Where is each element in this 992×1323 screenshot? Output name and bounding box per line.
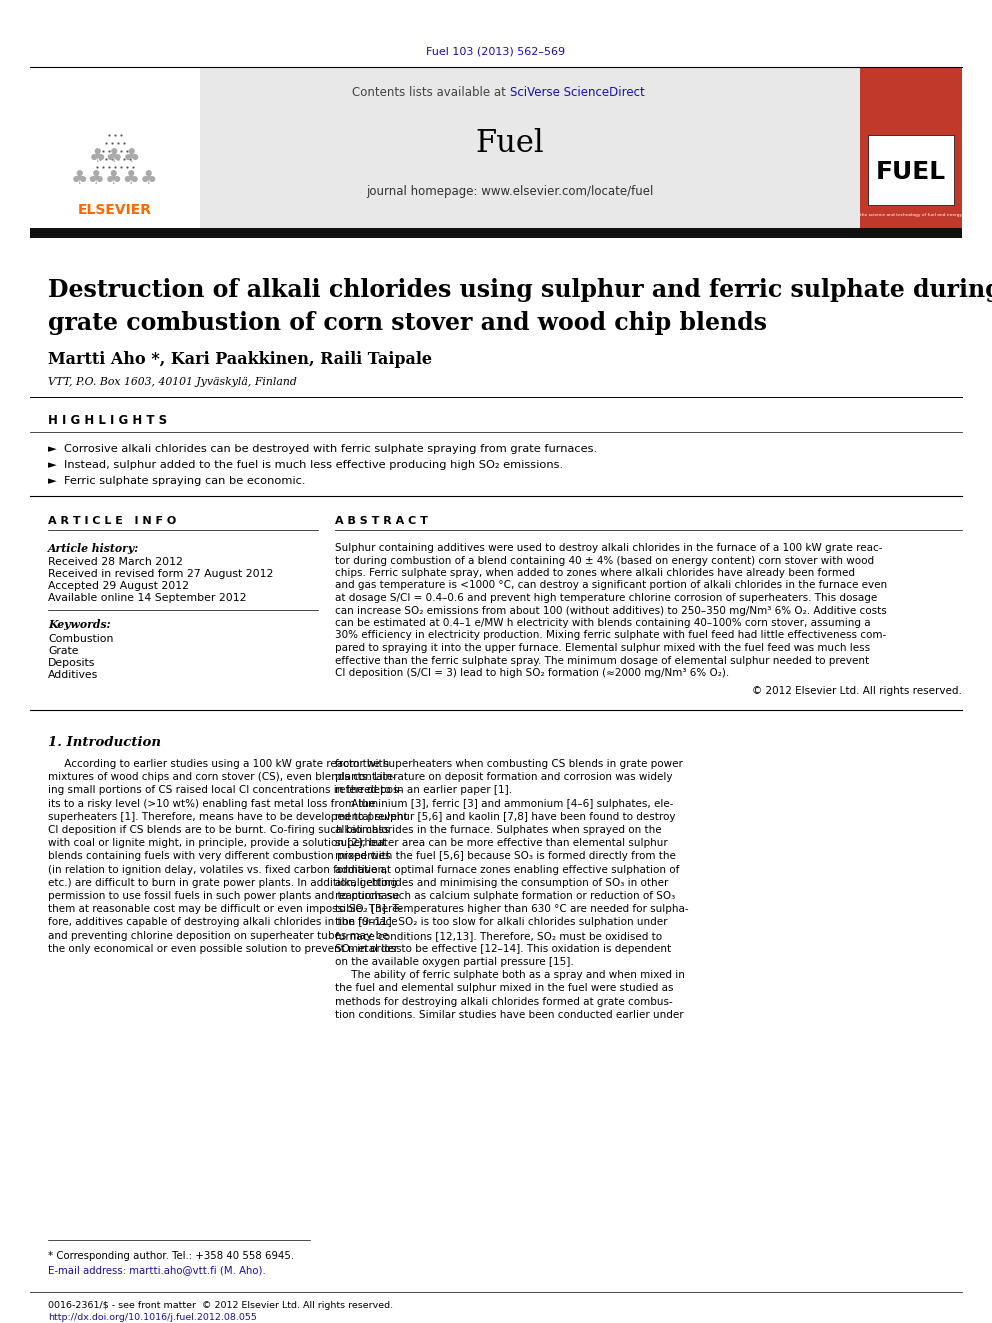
- Text: journal homepage: www.elsevier.com/locate/fuel: journal homepage: www.elsevier.com/locat…: [366, 185, 654, 198]
- Text: from the superheaters when combusting CS blends in grate power: from the superheaters when combusting CS…: [335, 759, 682, 769]
- Text: superheater area can be more effective than elemental sulphur: superheater area can be more effective t…: [335, 839, 668, 848]
- Text: mixtures of wood chips and corn stover (CS), even blends contain-: mixtures of wood chips and corn stover (…: [48, 773, 396, 782]
- Text: Combustion: Combustion: [48, 634, 113, 644]
- Text: Article history:: Article history:: [48, 542, 139, 553]
- Text: methods for destroying alkali chlorides formed at grate combus-: methods for destroying alkali chlorides …: [335, 996, 673, 1007]
- Text: to SO₂ [3]. Temperatures higher than 630 °C are needed for sulpha-: to SO₂ [3]. Temperatures higher than 630…: [335, 904, 688, 914]
- Text: alkali chlorides in the furnace. Sulphates when sprayed on the: alkali chlorides in the furnace. Sulphat…: [335, 826, 662, 835]
- Text: According to earlier studies using a 100 kW grate reactor with: According to earlier studies using a 100…: [48, 759, 389, 769]
- Text: © 2012 Elsevier Ltd. All rights reserved.: © 2012 Elsevier Ltd. All rights reserved…: [752, 687, 962, 696]
- Text: Destruction of alkali chlorides using sulphur and ferric sulphate during: Destruction of alkali chlorides using su…: [48, 278, 992, 302]
- Text: SO₃ in order to be effective [12–14]. This oxidation is dependent: SO₃ in order to be effective [12–14]. Th…: [335, 943, 672, 954]
- Text: and preventing chlorine deposition on superheater tubes may be: and preventing chlorine deposition on su…: [48, 930, 389, 941]
- Text: E-mail address: martti.aho@vtt.fi (M. Aho).: E-mail address: martti.aho@vtt.fi (M. Ah…: [48, 1265, 266, 1275]
- Text: Keywords:: Keywords:: [48, 619, 111, 631]
- Text: ♣♣♣
♣♣♣♣♣: ♣♣♣ ♣♣♣♣♣: [71, 147, 159, 188]
- Text: Additives: Additives: [48, 669, 98, 680]
- Bar: [30, 67, 962, 228]
- Text: Grate: Grate: [48, 646, 78, 656]
- Text: H I G H L I G H T S: H I G H L I G H T S: [48, 414, 167, 427]
- Text: grate combustion of corn stover and wood chip blends: grate combustion of corn stover and wood…: [48, 311, 767, 335]
- Text: Fuel 103 (2013) 562–569: Fuel 103 (2013) 562–569: [427, 48, 565, 57]
- Text: Contents lists available at: Contents lists available at: [352, 86, 510, 98]
- Text: additive at optimal furnace zones enabling effective sulphation of: additive at optimal furnace zones enabli…: [335, 865, 680, 875]
- Text: at dosage S/Cl = 0.4–0.6 and prevent high temperature chlorine corrosion of supe: at dosage S/Cl = 0.4–0.6 and prevent hig…: [335, 593, 877, 603]
- Text: Fuel: Fuel: [476, 127, 545, 159]
- Text: A R T I C L E   I N F O: A R T I C L E I N F O: [48, 516, 177, 527]
- Text: tion conditions. Similar studies have been conducted earlier under: tion conditions. Similar studies have be…: [335, 1009, 683, 1020]
- Text: chips. Ferric sulphate spray, when added to zones where alkali chlorides have al: chips. Ferric sulphate spray, when added…: [335, 568, 855, 578]
- Text: Sulphur containing additives were used to destroy alkali chlorides in the furnac: Sulphur containing additives were used t…: [335, 542, 883, 553]
- Text: effective than the ferric sulphate spray. The minimum dosage of elemental sulphu: effective than the ferric sulphate spray…: [335, 655, 869, 665]
- Text: its to a risky level (>10 wt%) enabling fast metal loss from the: its to a risky level (>10 wt%) enabling …: [48, 799, 375, 808]
- Text: Accepted 29 August 2012: Accepted 29 August 2012: [48, 581, 189, 591]
- Text: http://dx.doi.org/10.1016/j.fuel.2012.08.055: http://dx.doi.org/10.1016/j.fuel.2012.08…: [48, 1314, 257, 1323]
- Text: ►  Instead, sulphur added to the fuel is much less effective producing high SO₂ : ► Instead, sulphur added to the fuel is …: [48, 460, 563, 470]
- Text: ing small portions of CS raised local Cl concentrations in the depos-: ing small portions of CS raised local Cl…: [48, 786, 402, 795]
- Text: 0016-2361/$ - see front matter  © 2012 Elsevier Ltd. All rights reserved.: 0016-2361/$ - see front matter © 2012 El…: [48, 1301, 393, 1310]
- Text: ELSEVIER: ELSEVIER: [78, 202, 152, 217]
- Text: (in relation to ignition delay, volatiles vs. fixed carbon formation,: (in relation to ignition delay, volatile…: [48, 865, 388, 875]
- Bar: [30, 228, 962, 238]
- Text: permission to use fossil fuels in such power plants and to purchase: permission to use fossil fuels in such p…: [48, 890, 399, 901]
- Text: furnace conditions [12,13]. Therefore, SO₂ must be oxidised to: furnace conditions [12,13]. Therefore, S…: [335, 930, 662, 941]
- Text: pared to spraying it into the upper furnace. Elemental sulphur mixed with the fu: pared to spraying it into the upper furn…: [335, 643, 870, 654]
- Text: Cl deposition if CS blends are to be burnt. Co-firing such biomass: Cl deposition if CS blends are to be bur…: [48, 826, 390, 835]
- Text: and gas temperature is <1000 °C, can destroy a significant portion of alkali chl: and gas temperature is <1000 °C, can des…: [335, 581, 887, 590]
- Text: tion [9–11]. SO₂ is too slow for alkali chlorides sulphation under: tion [9–11]. SO₂ is too slow for alkali …: [335, 917, 668, 927]
- Text: ►  Corrosive alkali chlorides can be destroyed with ferric sulphate spraying fro: ► Corrosive alkali chlorides can be dest…: [48, 445, 597, 454]
- Text: with coal or lignite might, in principle, provide a solution [2], but: with coal or lignite might, in principle…: [48, 839, 386, 848]
- Text: A B S T R A C T: A B S T R A C T: [335, 516, 428, 527]
- Text: VTT, P.O. Box 1603, 40101 Jyväskylä, Finland: VTT, P.O. Box 1603, 40101 Jyväskylä, Fin…: [48, 377, 297, 388]
- Text: fore, additives capable of destroying alkali chlorides in the furnace: fore, additives capable of destroying al…: [48, 917, 398, 927]
- Text: Received 28 March 2012: Received 28 March 2012: [48, 557, 183, 568]
- Text: Cl deposition (S/Cl = 3) lead to high SO₂ formation (≈2000 mg/Nm³ 6% O₂).: Cl deposition (S/Cl = 3) lead to high SO…: [335, 668, 729, 677]
- Text: Martti Aho *, Kari Paakkinen, Raili Taipale: Martti Aho *, Kari Paakkinen, Raili Taip…: [48, 352, 432, 369]
- Text: mental sulphur [5,6] and kaolin [7,8] have been found to destroy: mental sulphur [5,6] and kaolin [7,8] ha…: [335, 812, 676, 822]
- Text: mixed with the fuel [5,6] because SO₃ is formed directly from the: mixed with the fuel [5,6] because SO₃ is…: [335, 852, 676, 861]
- Text: The ability of ferric sulphate both as a spray and when mixed in: The ability of ferric sulphate both as a…: [335, 970, 684, 980]
- Text: FUEL: FUEL: [876, 160, 946, 184]
- Text: SciVerse ScienceDirect: SciVerse ScienceDirect: [510, 86, 645, 98]
- Text: 1. Introduction: 1. Introduction: [48, 736, 161, 749]
- Text: referred to in an earlier paper [1].: referred to in an earlier paper [1].: [335, 786, 512, 795]
- Text: plants. Literature on deposit formation and corrosion was widely: plants. Literature on deposit formation …: [335, 773, 673, 782]
- Text: superheaters [1]. Therefore, means have to be developed to prevent: superheaters [1]. Therefore, means have …: [48, 812, 408, 822]
- Text: 30% efficiency in electricity production. Mixing ferric sulphate with fuel feed : 30% efficiency in electricity production…: [335, 631, 886, 640]
- Text: them at reasonable cost may be difficult or even impossible. There-: them at reasonable cost may be difficult…: [48, 904, 402, 914]
- Text: blends containing fuels with very different combustion properties: blends containing fuels with very differ…: [48, 852, 391, 861]
- Text: on the available oxygen partial pressure [15].: on the available oxygen partial pressure…: [335, 957, 573, 967]
- Text: etc.) are difficult to burn in grate power plants. In addition, getting: etc.) are difficult to burn in grate pow…: [48, 877, 397, 888]
- Bar: [30, 67, 200, 228]
- Text: Available online 14 September 2012: Available online 14 September 2012: [48, 593, 246, 603]
- Text: Aluminium [3], ferric [3] and ammonium [4–6] sulphates, ele-: Aluminium [3], ferric [3] and ammonium […: [335, 799, 674, 808]
- Text: alkali chlorides and minimising the consumption of SO₃ in other: alkali chlorides and minimising the cons…: [335, 877, 669, 888]
- Text: can be estimated at 0.4–1 e/MW h electricity with blends containing 40–100% corn: can be estimated at 0.4–1 e/MW h electri…: [335, 618, 871, 628]
- Text: Received in revised form 27 August 2012: Received in revised form 27 August 2012: [48, 569, 274, 579]
- Text: * Corresponding author. Tel.: +358 40 558 6945.: * Corresponding author. Tel.: +358 40 55…: [48, 1252, 294, 1261]
- Bar: [868, 135, 954, 205]
- Text: the fuel and elemental sulphur mixed in the fuel were studied as: the fuel and elemental sulphur mixed in …: [335, 983, 674, 994]
- Bar: [860, 67, 962, 228]
- Text: the only economical or even possible solution to prevent metal loss: the only economical or even possible sol…: [48, 943, 402, 954]
- Text: ►  Ferric sulphate spraying can be economic.: ► Ferric sulphate spraying can be econom…: [48, 476, 306, 486]
- Text: the science and technology of fuel and energy: the science and technology of fuel and e…: [860, 213, 962, 217]
- Text: reactions such as calcium sulphate formation or reduction of SO₃: reactions such as calcium sulphate forma…: [335, 890, 676, 901]
- Text: can increase SO₂ emissions from about 100 (without additives) to 250–350 mg/Nm³ : can increase SO₂ emissions from about 10…: [335, 606, 887, 615]
- Text: Deposits: Deposits: [48, 658, 95, 668]
- Text: tor during combustion of a blend containing 40 ± 4% (based on energy content) co: tor during combustion of a blend contain…: [335, 556, 874, 565]
